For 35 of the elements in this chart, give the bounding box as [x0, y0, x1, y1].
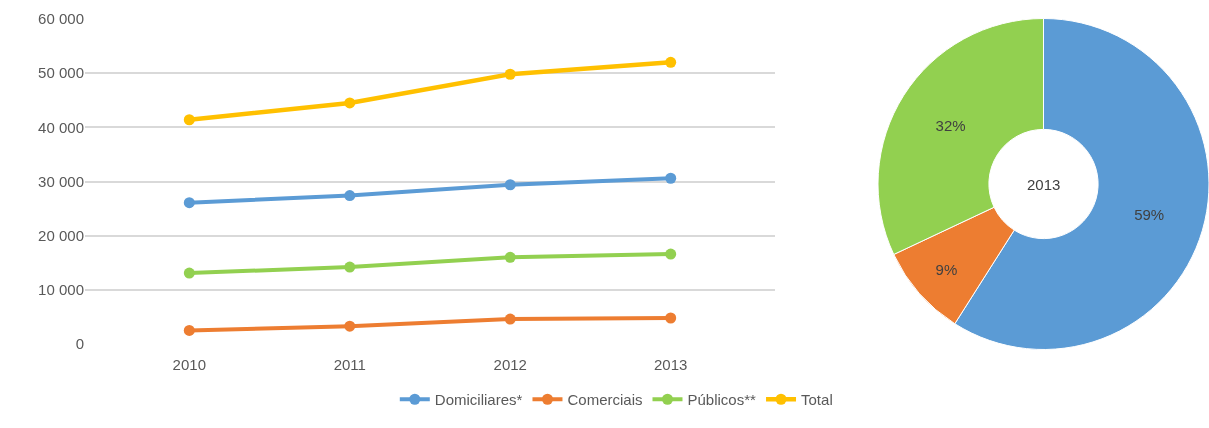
point: [344, 97, 356, 109]
y-tick-label: 60 000: [38, 10, 84, 28]
point: [183, 114, 195, 126]
point: [504, 251, 516, 263]
point: [183, 324, 195, 336]
data-label: 32%: [935, 116, 966, 134]
point: [504, 68, 516, 80]
legend-label: Comerciais: [567, 391, 643, 409]
x-tick-label: 2012: [493, 356, 527, 373]
y-tick-label: 50 000: [38, 64, 84, 82]
point: [504, 313, 516, 325]
legend-label: Públicos**: [687, 391, 757, 409]
data-label: 59%: [1134, 206, 1165, 224]
point: [665, 248, 677, 260]
point: [344, 320, 356, 332]
x-tick-label: 2013: [654, 356, 688, 373]
point: [665, 172, 677, 184]
text: 2013: [1027, 176, 1061, 193]
y-tick-label: 0: [75, 335, 84, 353]
point: [665, 312, 677, 324]
point: [504, 179, 516, 191]
data-label: 9%: [935, 261, 958, 279]
point: [344, 190, 356, 202]
y-tick-label: 20 000: [38, 226, 84, 244]
point: [183, 197, 195, 209]
point: [183, 267, 195, 279]
point: [344, 261, 356, 273]
y-tick-label: 10 000: [38, 281, 84, 299]
legend-label: Total: [801, 391, 833, 409]
y-tick-label: 30 000: [38, 172, 84, 190]
legend-label: Domiciliares*: [434, 391, 523, 409]
x-tick-label: 2011: [333, 356, 366, 373]
x-tick-label: 2010: [172, 356, 206, 373]
point: [665, 56, 677, 68]
y-tick-label: 40 000: [38, 118, 84, 136]
